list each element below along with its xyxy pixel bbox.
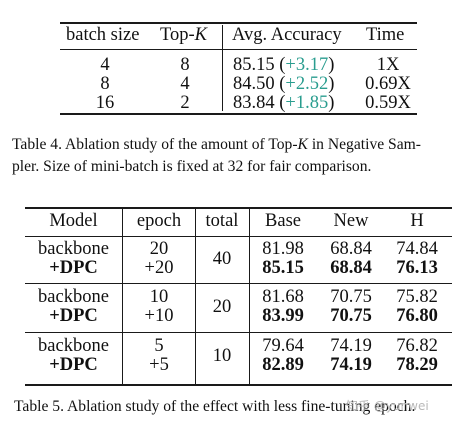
t5-cell-base: 82.89 (262, 355, 304, 375)
t5-group-rule (25, 332, 452, 333)
t5-cell-new: 74.19 (330, 336, 372, 356)
t5-cell-base: 81.98 (262, 239, 304, 259)
t4-cell-time: 0.59X (365, 93, 411, 113)
t5-cell-epoch: 10 (149, 287, 169, 307)
t5-header-h: H (410, 211, 424, 231)
t4-cell-time: 0.69X (365, 74, 411, 94)
table5-header-rule (25, 236, 452, 237)
t5-cell-new: 70.75 (330, 287, 372, 307)
t5-cell-base: 85.15 (262, 258, 304, 278)
t5-header-epoch: epoch (136, 211, 182, 231)
t5-cell-new: 68.84 (330, 258, 372, 278)
t5-cell-base: 81.68 (262, 287, 304, 307)
t4-gain: +2.52 (285, 74, 329, 94)
watermark: 知乎 @yunwei (346, 399, 429, 413)
t4-cell-acc: 84.50 (+2.52) (233, 74, 335, 94)
t5-header-total: total (205, 211, 239, 231)
t5-vrule-epoch (195, 208, 196, 385)
t5-cell-epoch: +20 (144, 258, 174, 278)
t4-cell-batch: 8 (100, 74, 110, 94)
table4-vertical-rule (222, 25, 223, 111)
t5-cell-h: 76.80 (396, 306, 438, 326)
table4-caption-line2: pler. Size of mini-batch is fixed at 32 … (12, 158, 372, 175)
table5-top-rule (25, 207, 452, 209)
t5-group-rule (25, 283, 452, 284)
table4-header-rule (60, 49, 417, 50)
table5: Model epoch total Base New H backbone +D… (0, 200, 475, 426)
t5-cell-new: 70.75 (330, 306, 372, 326)
t4-header-batch-size: batch size (66, 25, 140, 45)
t4-cell-batch: 16 (95, 93, 115, 113)
t5-cell-new: 68.84 (330, 239, 372, 259)
t4-header-time: Time (366, 25, 405, 45)
t5-cell-new: 74.19 (330, 355, 372, 375)
t5-cell-model: +DPC (49, 258, 98, 278)
t5-cell-model: +DPC (49, 355, 98, 375)
t4-cell-acc: 83.84 (+1.85) (233, 93, 335, 113)
t5-cell-h: 78.29 (396, 355, 438, 375)
t5-cell-h: 74.84 (396, 239, 438, 259)
t4-header-accuracy: Avg. Accuracy (232, 25, 342, 45)
t5-cell-h: 76.13 (396, 258, 438, 278)
t4-cell-topk: 2 (180, 93, 190, 113)
t5-cell-model: +DPC (49, 306, 98, 326)
t5-cell-model: backbone (38, 336, 109, 356)
t5-cell-base: 79.64 (262, 336, 304, 356)
t5-cell-base: 83.99 (262, 306, 304, 326)
t5-cell-epoch: +5 (149, 355, 169, 375)
t5-cell-h: 76.82 (396, 336, 438, 356)
t4-header-topk: Top-K (160, 25, 208, 45)
t5-cell-total: 40 (212, 249, 232, 269)
table5-bottom-rule (25, 384, 452, 386)
t4-cell-time: 1X (376, 55, 400, 75)
t4-cell-batch: 4 (100, 55, 110, 75)
t5-cell-epoch: +10 (144, 306, 174, 326)
t5-cell-model: backbone (38, 287, 109, 307)
t5-header-model: Model (49, 211, 98, 231)
t4-cell-topk: 8 (180, 55, 190, 75)
t5-header-base: Base (265, 211, 301, 231)
t4-cell-acc: 85.15 (+3.17) (233, 55, 335, 75)
t5-cell-total: 10 (212, 346, 232, 366)
t4-cell-topk: 4 (180, 74, 190, 94)
t5-cell-epoch: 20 (149, 239, 169, 259)
table5-caption: Table 5. Ablation study of the effect wi… (14, 398, 416, 415)
table4: batch size Top-K Avg. Accuracy Time 4 8 … (0, 0, 475, 200)
t5-cell-total: 20 (212, 297, 232, 317)
t5-vrule-model (122, 208, 123, 385)
t5-header-new: New (333, 211, 369, 231)
table4-bottom-rule (60, 113, 417, 115)
t4-gain: +1.85 (285, 93, 329, 113)
table4-caption-line1: Table 4. Ablation study of the amount of… (12, 136, 421, 153)
t5-cell-h: 75.82 (396, 287, 438, 307)
table4-top-rule (60, 22, 417, 24)
t5-vrule-total (249, 208, 250, 385)
t5-cell-model: backbone (38, 239, 109, 259)
t4-gain: +3.17 (285, 55, 329, 75)
t5-cell-epoch: 5 (154, 336, 164, 356)
